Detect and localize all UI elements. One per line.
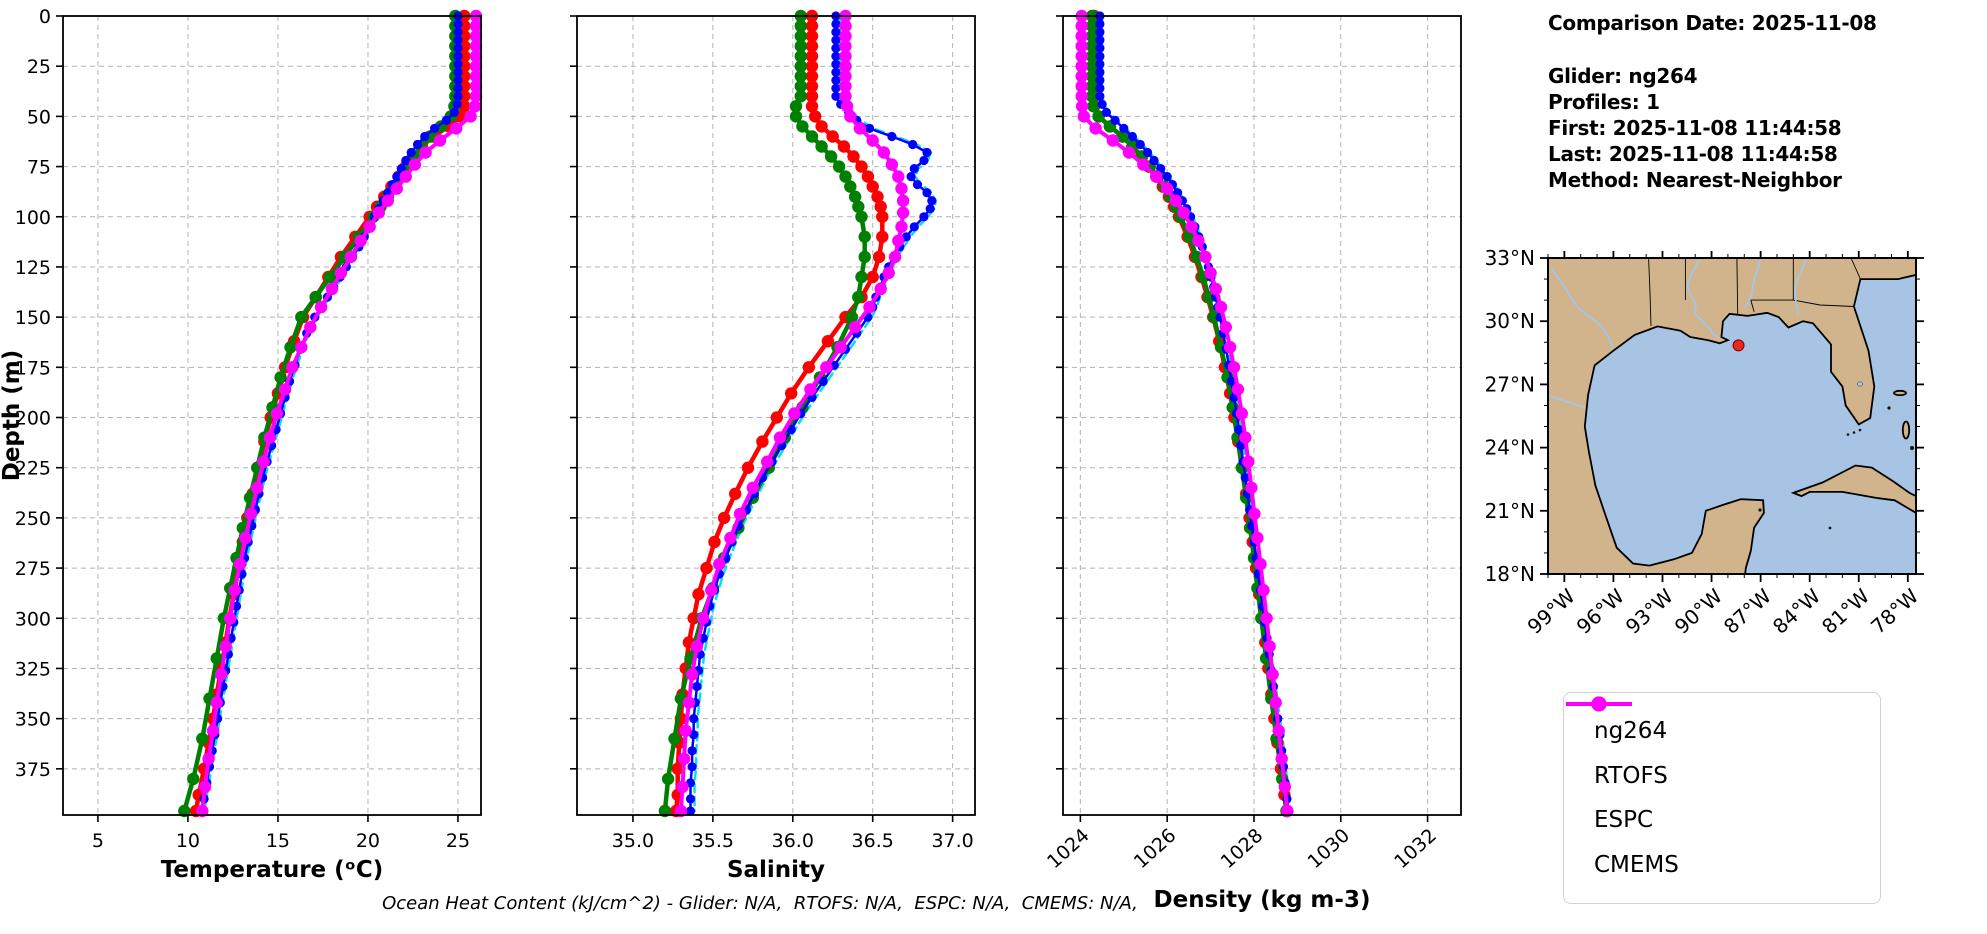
svg-text:1028: 1028 xyxy=(1217,824,1268,873)
gulf-of-mexico-map: 99°W96°W93°W90°W87°W84°W81°W78°W 33°N 30°N… xyxy=(1485,246,1924,639)
temperature-xaxis-label: Temperature (ᵒC) xyxy=(161,857,384,883)
svg-text:300: 300 xyxy=(15,608,51,630)
svg-text:1024: 1024 xyxy=(1043,824,1094,873)
map-lon-label: 84°W xyxy=(1768,584,1825,639)
map-islet xyxy=(1910,446,1914,450)
svg-text:225: 225 xyxy=(15,458,51,480)
legend-marker-CMEMS xyxy=(1566,696,1632,712)
map-island-andros xyxy=(1901,420,1911,440)
salinity-xaxis-label: Salinity xyxy=(727,857,825,883)
svg-text:100: 100 xyxy=(15,207,51,229)
map-state-borders xyxy=(1648,258,1861,327)
legend-item-ESPC: ESPC xyxy=(1566,696,1880,834)
svg-text:350: 350 xyxy=(15,709,51,731)
temperature-line-ng264 xyxy=(201,14,460,813)
map-lat-label: 21°N xyxy=(1485,499,1535,523)
legend-label: RTOFS xyxy=(1594,762,1668,789)
svg-text:25: 25 xyxy=(27,56,51,78)
legend-item-ng264: ng264 xyxy=(1566,696,1880,744)
svg-text:1030: 1030 xyxy=(1303,824,1354,873)
profiles-count-text: Profiles: 1 xyxy=(1548,90,1660,114)
svg-text:0: 0 xyxy=(39,6,51,28)
ohc-footer: Ocean Heat Content (kJ/cm^2) - Glider: N… xyxy=(382,893,1138,914)
density-markers-ng264 xyxy=(1095,11,1294,816)
legend-label: ESPC xyxy=(1594,807,1654,834)
first-profile-text: First: 2025-11-08 11:44:58 xyxy=(1548,116,1842,140)
salinity-markers-CMEMS xyxy=(674,9,910,818)
method-text: Method: Nearest-Neighbor xyxy=(1548,168,1842,192)
map-lat-label: 27°N xyxy=(1485,372,1535,396)
svg-text:150: 150 xyxy=(15,307,51,329)
map-lon-label: 78°W xyxy=(1866,584,1923,639)
glider-location-marker xyxy=(1732,339,1745,352)
svg-text:50: 50 xyxy=(27,106,51,128)
map-lat-label: 30°N xyxy=(1485,309,1535,333)
glider-name-text: Glider: ng264 xyxy=(1548,64,1698,88)
map-islet-keys xyxy=(1846,433,1850,436)
map-lon-label: 81°W xyxy=(1817,584,1874,639)
density-xaxis-label: Density (kg m-3) xyxy=(1154,887,1371,913)
svg-text:10: 10 xyxy=(176,830,200,852)
temperature-chart: 5 10 15 20 250255075100125150175200225250275… xyxy=(0,6,483,883)
svg-text:5: 5 xyxy=(92,830,104,852)
density-markers-CMEMS xyxy=(1075,9,1294,818)
svg-text:25: 25 xyxy=(446,830,470,852)
map-lake-okeechobee xyxy=(1857,381,1863,387)
map-lon-label: 96°W xyxy=(1572,584,1629,639)
map-land-northamerica xyxy=(1548,258,1916,574)
svg-text:75: 75 xyxy=(27,157,51,179)
svg-text:35.0: 35.0 xyxy=(612,830,654,852)
depth-axis-label: Depth (m) xyxy=(0,350,25,482)
map-island-grand-bahama xyxy=(1893,389,1907,397)
legend-item-CMEMS: CMEMS xyxy=(1566,696,1880,879)
svg-text:275: 275 xyxy=(15,558,51,580)
map-lat-label: 18°N xyxy=(1485,562,1535,586)
map-lon-label: 87°W xyxy=(1719,584,1776,639)
info-panel: Comparison Date: 2025-11-08 Glider: ng26… xyxy=(1548,10,1877,193)
map-islet-cayman xyxy=(1828,526,1832,530)
last-profile-text: Last: 2025-11-08 11:44:58 xyxy=(1548,142,1838,166)
svg-text:200: 200 xyxy=(15,408,51,430)
legend-item-RTOFS: RTOFS xyxy=(1566,696,1880,789)
density-chart: 1024 1026 1028 1030 1032 Density (kg m-3) xyxy=(1043,9,1462,913)
legend-label: CMEMS xyxy=(1594,852,1679,879)
legend-label: ng264 xyxy=(1594,717,1668,744)
svg-text:1032: 1032 xyxy=(1390,824,1441,873)
map-lon-label: 93°W xyxy=(1621,584,1678,639)
map-land-cuba xyxy=(1790,464,1916,514)
map-frame xyxy=(1547,257,1917,575)
svg-text:15: 15 xyxy=(266,830,290,852)
map-lon-label: 99°W xyxy=(1523,584,1580,639)
svg-text:325: 325 xyxy=(15,658,51,680)
map-lat-label: 24°N xyxy=(1485,436,1535,460)
legend: ng264 RTOFS ESPC CMEMS xyxy=(1563,692,1881,904)
map-lon-label: 90°W xyxy=(1670,584,1727,639)
map-islet-keys xyxy=(1858,428,1862,432)
temperature-markers-CMEMS xyxy=(196,9,483,818)
comparison-date-text: Comparison Date: 2025-11-08 xyxy=(1548,11,1877,35)
salinity-chart: 35.0 35.5 36.0 36.5 37.0 Salinity xyxy=(570,9,976,883)
temperature-markers-ng264 xyxy=(197,11,463,816)
svg-text:125: 125 xyxy=(15,257,51,279)
map-rivers xyxy=(1548,258,1808,409)
svg-text:1026: 1026 xyxy=(1130,824,1181,873)
svg-text:375: 375 xyxy=(15,759,51,781)
svg-text:35.5: 35.5 xyxy=(692,830,734,852)
svg-text:36.0: 36.0 xyxy=(772,830,814,852)
svg-text:250: 250 xyxy=(15,508,51,530)
svg-text:175: 175 xyxy=(15,357,51,379)
profile-charts: 5 10 15 20 250255075100125150175200225250275… xyxy=(0,6,1462,913)
map-lat-label: 33°N xyxy=(1485,246,1535,270)
svg-text:36.5: 36.5 xyxy=(852,830,894,852)
map-islet xyxy=(1887,406,1891,410)
map-islet-keys xyxy=(1852,431,1856,434)
svg-text:20: 20 xyxy=(356,830,380,852)
map-islet-cozumel xyxy=(1758,508,1762,512)
svg-text:37.0: 37.0 xyxy=(931,830,973,852)
